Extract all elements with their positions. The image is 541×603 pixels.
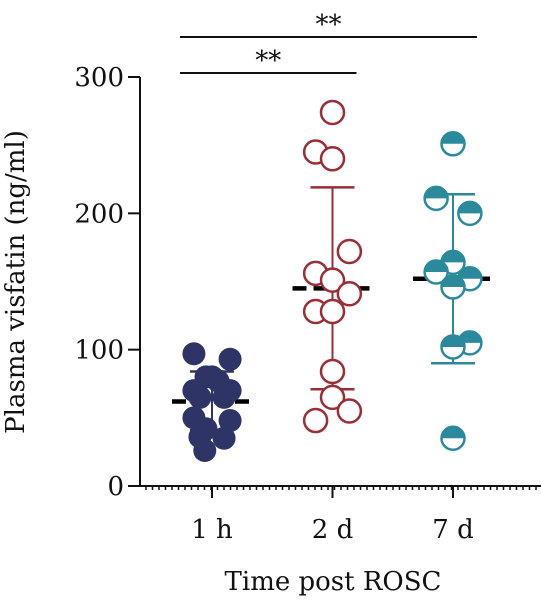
- data-point: [423, 259, 449, 285]
- data-point: [319, 267, 346, 293]
- point-top-half: [441, 250, 465, 263]
- data-point: [319, 99, 346, 126]
- point-top-half: [424, 186, 448, 199]
- data-point: [319, 358, 346, 385]
- point-top-half: [441, 132, 465, 144]
- data-point: [423, 185, 449, 212]
- data-point: [188, 385, 212, 409]
- data-point: [440, 131, 466, 157]
- y-tick-label: 0: [107, 472, 124, 502]
- data-point: [193, 439, 217, 463]
- point-top-half: [441, 275, 465, 287]
- data-point: [182, 342, 206, 366]
- data-point: [212, 426, 236, 450]
- x-tick-label: 7 d: [432, 515, 473, 545]
- data-point: [319, 384, 346, 411]
- data-points: [182, 99, 483, 463]
- point-top-half: [458, 331, 482, 343]
- point-top-half: [458, 267, 482, 279]
- significance-label: **: [316, 10, 342, 40]
- y-tick-label: 300: [74, 63, 124, 93]
- data-point: [336, 398, 363, 424]
- point-top-half: [441, 335, 465, 347]
- data-point: [440, 425, 466, 452]
- data-point: [440, 274, 466, 300]
- data-point: [218, 347, 242, 371]
- points-1-h: [182, 342, 242, 463]
- axes: 0 100 200 300 1 h 2 d 7 d: [74, 63, 541, 545]
- data-point: [336, 281, 363, 307]
- y-tick-label: 100: [74, 336, 124, 366]
- data-point: [218, 409, 242, 433]
- data-point: [457, 200, 483, 227]
- x-tick-label: 2 d: [312, 515, 353, 545]
- point-top-half: [441, 426, 465, 439]
- data-point: [319, 298, 346, 325]
- y-axis-label: Plasma visfatin (ng/ml): [1, 130, 31, 434]
- y-tick-label: 200: [74, 199, 124, 229]
- x-axis-label: Time post ROSC: [225, 567, 442, 597]
- point-top-half: [424, 260, 448, 272]
- points-2-d: [302, 99, 363, 434]
- point-top-half: [458, 201, 482, 214]
- data-point: [302, 407, 329, 434]
- data-point: [212, 385, 236, 409]
- data-point: [336, 238, 363, 265]
- points-7-d: [423, 131, 483, 452]
- data-point: [319, 146, 346, 172]
- significance-label: **: [255, 46, 281, 76]
- x-tick-label: 1 h: [191, 515, 233, 545]
- data-point: [440, 334, 466, 360]
- significance-annotations: ** **: [180, 10, 477, 76]
